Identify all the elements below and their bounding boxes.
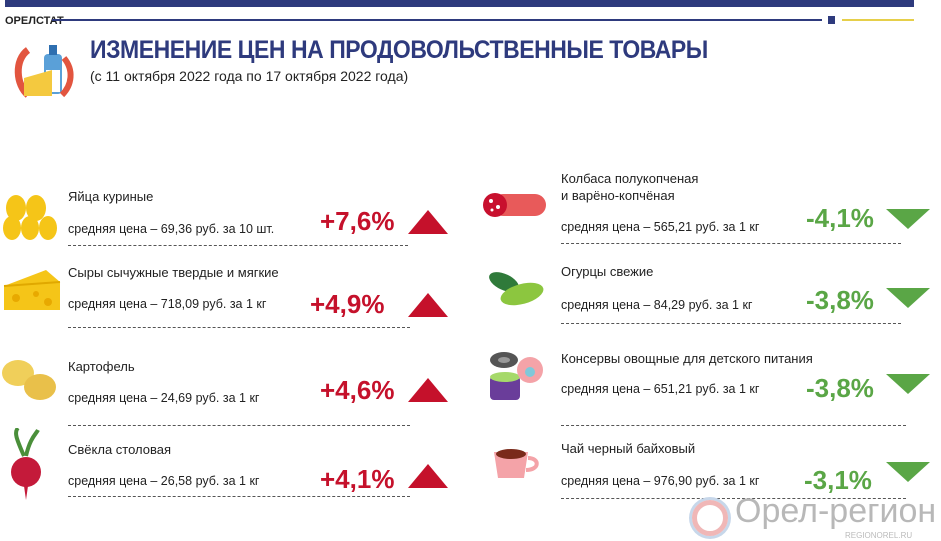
item-name: Огурцы свежие: [561, 264, 654, 279]
header-square: [828, 16, 835, 24]
item-name: Колбаса полукопченая: [561, 171, 699, 186]
arrow-up-icon: [408, 293, 448, 317]
item-change: -4,1%: [806, 203, 874, 233]
item-change: +7,6%: [320, 206, 395, 236]
cheese-icon: [3, 270, 61, 310]
header-yellow-rule: [842, 19, 914, 21]
arrow-up-icon: [408, 378, 448, 402]
item-name-line2: и варёно-копчёная: [561, 188, 675, 203]
page-subtitle: (с 11 октября 2022 года по 17 октября 20…: [90, 68, 409, 84]
page-title: ИЗМЕНЕНИЕ ЦЕН НА ПРОДОВОЛЬСТВЕННЫЕ ТОВАР…: [90, 36, 708, 64]
groceries-icon: [14, 45, 74, 98]
tea-cup-icon: [494, 449, 539, 478]
arrow-down-icon: [886, 209, 930, 229]
item-name: Чай черный байховый: [561, 441, 696, 456]
item-price: средняя цена – 565,21 руб. за 1 кг: [561, 220, 760, 234]
arrow-down-icon: [886, 374, 930, 394]
item-change: +4,6%: [320, 375, 395, 405]
item-change: +4,1%: [320, 464, 395, 494]
divider: [561, 323, 901, 324]
divider: [68, 245, 408, 246]
item-name: Консервы овощные для детского питания: [561, 351, 813, 366]
sausage-icon: [483, 193, 546, 217]
brand-label: ОРЕЛСТАТ: [5, 15, 64, 27]
item-name: Свёкла столовая: [68, 442, 172, 457]
divider: [561, 243, 901, 244]
top-bar: [5, 0, 914, 7]
item-change: -3,8%: [806, 373, 874, 403]
divider: [68, 496, 410, 497]
item-price: средняя цена – 84,29 руб. за 1 кг: [561, 298, 753, 312]
item-price: средняя цена – 651,21 руб. за 1 кг: [561, 382, 760, 396]
watermark-url: REGIONOREL.RU: [845, 531, 913, 540]
item-change: -3,8%: [806, 285, 874, 315]
potato-icon: [2, 360, 56, 400]
arrow-down-icon: [886, 462, 930, 482]
item-change: +4,9%: [310, 289, 385, 319]
item-price: средняя цена – 24,69 руб. за 1 кг: [68, 391, 260, 405]
beet-icon: [11, 428, 41, 500]
divider: [68, 327, 410, 328]
arrow-down-icon: [886, 288, 930, 308]
divider: [561, 425, 906, 426]
watermark-logo-icon: [692, 500, 728, 536]
divider: [561, 498, 906, 499]
item-price: средняя цена – 26,58 руб. за 1 кг: [68, 474, 260, 488]
cucumber-icon: [489, 272, 544, 306]
item-price: средняя цена – 976,90 руб. за 1 кг: [561, 474, 760, 488]
item-name: Картофель: [68, 359, 135, 374]
arrow-up-icon: [408, 464, 448, 488]
arrow-up-icon: [408, 210, 448, 234]
item-name: Сыры сычужные твердые и мягкие: [68, 265, 279, 280]
watermark-text: Орел-регион: [735, 492, 937, 530]
baby-food-icon: [490, 352, 543, 400]
eggs-icon: [3, 195, 57, 240]
item-price: средняя цена – 69,36 руб. за 10 шт.: [68, 222, 275, 236]
divider: [68, 425, 410, 426]
item-name: Яйца куриные: [68, 189, 154, 204]
header-rule: [52, 19, 822, 21]
item-change: -3,1%: [804, 465, 872, 495]
item-price: средняя цена – 718,09 руб. за 1 кг: [68, 297, 267, 311]
